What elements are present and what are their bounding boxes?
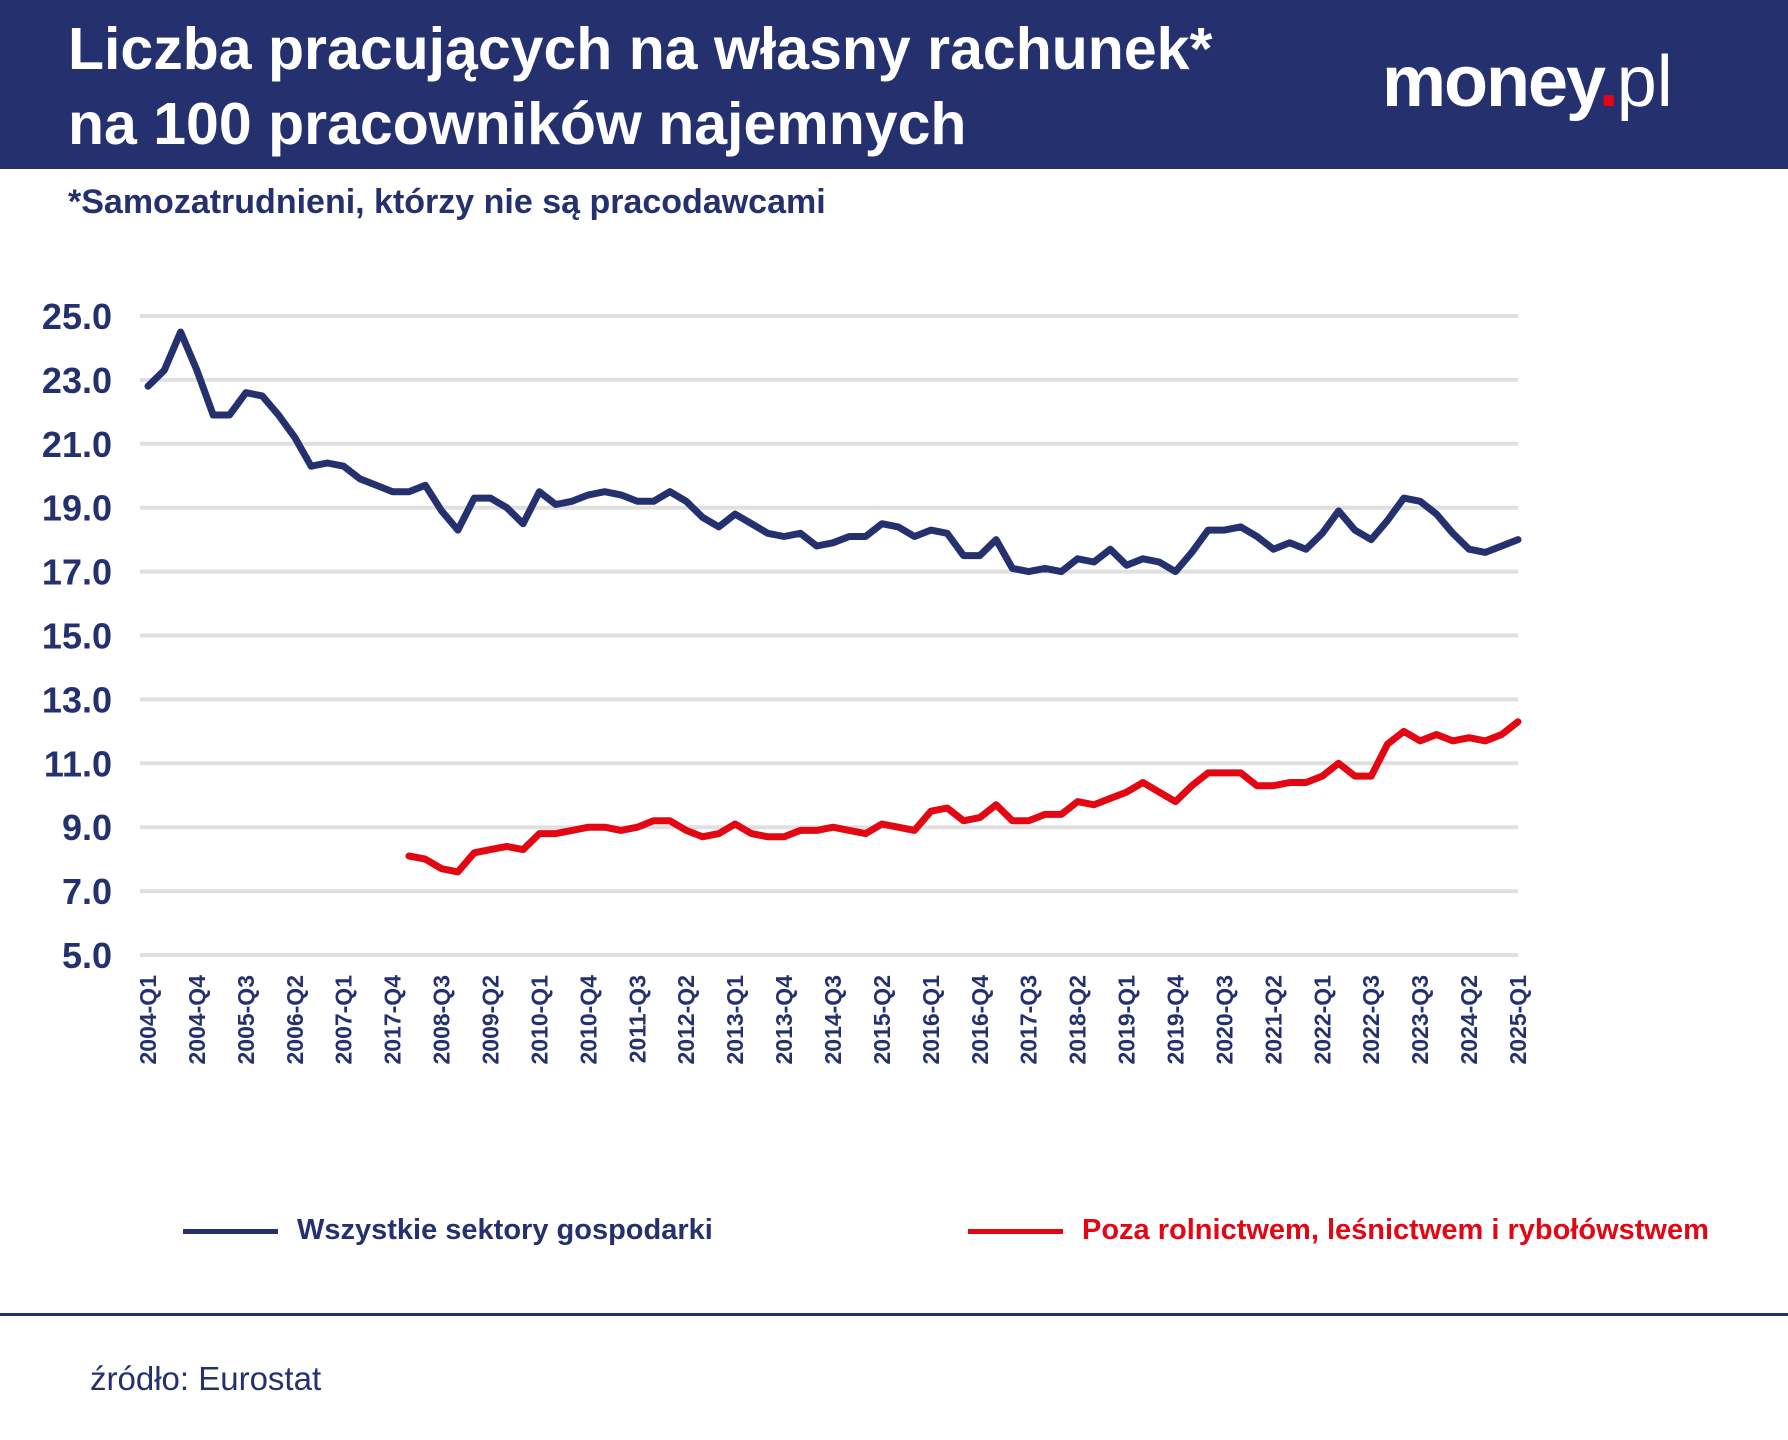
legend-label-all-sectors: Wszystkie sektory gospodarki (297, 1214, 713, 1246)
y-tick-label: 17.0 (42, 552, 112, 593)
x-tick-label: 2023-Q3 (1407, 975, 1433, 1065)
chart-title-line-2: na 100 pracowników najemnych (68, 91, 967, 157)
x-tick-label: 2008-Q3 (429, 975, 455, 1065)
x-axis-ticks: 2004-Q1 2004-Q4 2005-Q3 2006-Q2 2007-Q1 2017-… (135, 975, 1531, 1065)
y-tick-label: 23.0 (42, 360, 112, 401)
y-tick-label: 9.0 (62, 807, 112, 848)
y-tick-label: 11.0 (44, 743, 112, 784)
y-tick-label: 19.0 (42, 488, 112, 529)
money-pl-logo: money.pl (1382, 46, 1673, 118)
x-tick-label: 2006-Q2 (282, 975, 308, 1065)
series-lines (144, 328, 1522, 876)
footer-divider (0, 1313, 1788, 1316)
legend-swatch-all-sectors (183, 1229, 278, 1234)
y-tick-label: 5.0 (62, 935, 112, 976)
x-tick-label: 2009-Q2 (478, 975, 504, 1065)
y-tick-label: 25.0 (42, 296, 112, 337)
x-tick-label: 2013-Q1 (722, 975, 748, 1065)
x-tick-label: 2004-Q4 (184, 975, 210, 1065)
x-tick-label: 2012-Q2 (673, 975, 699, 1065)
logo-dot: . (1598, 42, 1619, 122)
x-tick-label: 2022-Q1 (1309, 975, 1335, 1065)
x-tick-label: 2010-Q4 (575, 975, 601, 1065)
x-tick-label: 2021-Q2 (1260, 975, 1286, 1065)
x-tick-label: 2020-Q3 (1211, 975, 1237, 1065)
y-tick-label: 7.0 (62, 871, 112, 912)
x-tick-label: 2019-Q1 (1114, 975, 1140, 1065)
legend-swatch-non-agriculture (968, 1229, 1063, 1234)
logo-suffix: pl (1616, 42, 1673, 122)
x-tick-label: 2016-Q1 (918, 975, 944, 1065)
x-tick-label: 2017-Q4 (380, 975, 406, 1065)
x-tick-label: 2025-Q1 (1505, 975, 1531, 1065)
y-axis-ticks: 25.0 23.0 21.0 19.0 17.0 15.0 13.0 11.0 9.0 7.0 5.… (42, 296, 112, 976)
source-note: źródło: Eurostat (90, 1360, 322, 1397)
x-tick-label: 2024-Q2 (1456, 975, 1482, 1065)
chart-subtitle: *Samozatrudnieni, którzy nie są pracodaw… (68, 183, 826, 221)
x-tick-label: 2018-Q2 (1065, 975, 1091, 1065)
x-tick-label: 2022-Q3 (1358, 975, 1384, 1065)
header-banner: Liczba pracujących na własny rachunek* n… (0, 0, 1788, 169)
x-tick-label: 2015-Q2 (869, 975, 895, 1065)
series-line-non-agriculture (405, 718, 1522, 876)
x-tick-label: 2013-Q4 (771, 975, 797, 1065)
chart-title-line-1: Liczba pracujących na własny rachunek* (68, 16, 1213, 82)
series-line-all-sectors (144, 328, 1522, 576)
x-tick-label: 2010-Q1 (526, 975, 552, 1065)
y-tick-label: 13.0 (42, 679, 112, 720)
legend-label-non-agriculture: Poza rolnictwem, leśnictwem i rybołówstw… (1082, 1214, 1709, 1246)
x-tick-label: 2014-Q3 (820, 975, 846, 1065)
x-tick-label: 2004-Q1 (135, 975, 161, 1065)
x-tick-label: 2019-Q4 (1163, 975, 1189, 1065)
line-chart: 25.0 23.0 21.0 19.0 17.0 15.0 13.0 11.0 9.0 7.0 5.… (42, 296, 1531, 1065)
logo-brand: money (1382, 42, 1601, 122)
y-tick-label: 21.0 (42, 424, 112, 465)
gridlines (140, 314, 1518, 957)
x-tick-label: 2016-Q4 (967, 975, 993, 1065)
x-tick-label: 2011-Q3 (624, 975, 650, 1063)
x-tick-label: 2017-Q3 (1016, 975, 1042, 1065)
y-tick-label: 15.0 (42, 616, 112, 657)
x-tick-label: 2005-Q3 (233, 975, 259, 1065)
x-tick-label: 2007-Q1 (331, 975, 357, 1065)
